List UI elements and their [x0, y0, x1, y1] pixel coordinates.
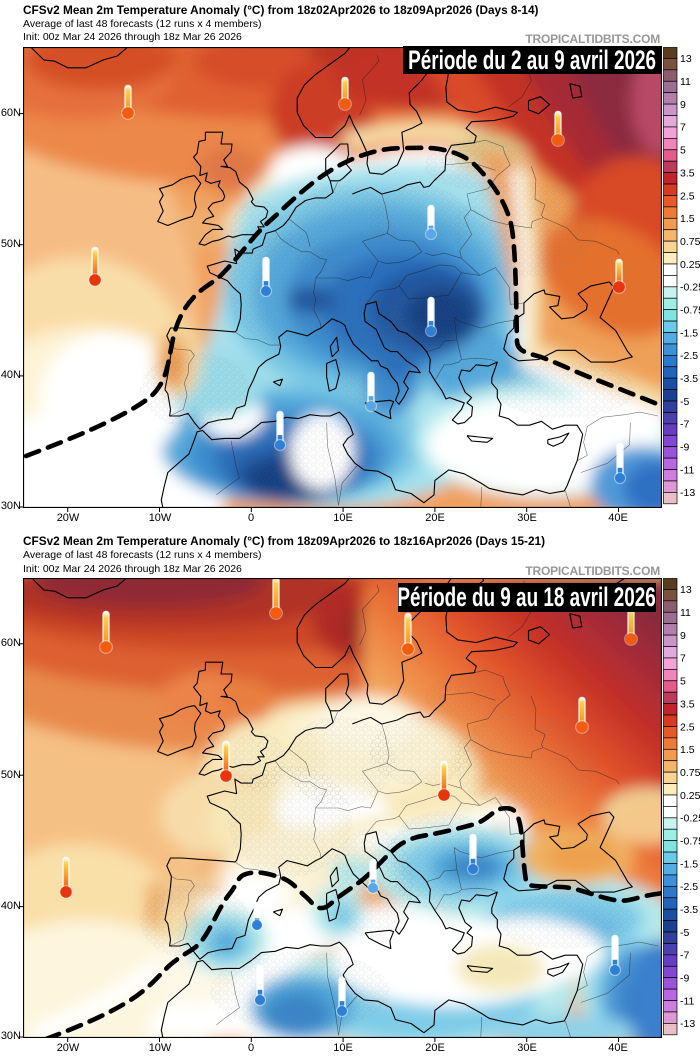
- svg-text:-3.5: -3.5: [680, 904, 698, 916]
- svg-text:2.5: 2.5: [680, 721, 695, 733]
- svg-text:11: 11: [680, 607, 691, 619]
- svg-text:9: 9: [680, 630, 686, 642]
- svg-text:3.5: 3.5: [680, 698, 695, 710]
- svg-text:-9: -9: [680, 973, 689, 985]
- svg-text:3.5: 3.5: [680, 167, 695, 179]
- svg-text:2.5: 2.5: [680, 190, 695, 202]
- svg-text:9: 9: [680, 99, 686, 111]
- svg-text:5: 5: [680, 676, 686, 688]
- svg-text:-13: -13: [680, 1018, 695, 1030]
- svg-text:7: 7: [680, 653, 686, 665]
- svg-text:-0.25: -0.25: [680, 813, 700, 825]
- svg-text:7: 7: [680, 122, 686, 134]
- svg-text:-0.25: -0.25: [680, 282, 700, 294]
- svg-text:-7: -7: [680, 419, 689, 431]
- svg-text:0.25: 0.25: [680, 259, 700, 271]
- svg-text:-7: -7: [680, 950, 689, 962]
- svg-text:13: 13: [680, 53, 692, 65]
- svg-text:-11: -11: [680, 995, 695, 1007]
- svg-text:0.75: 0.75: [680, 767, 700, 779]
- svg-text:-1.5: -1.5: [680, 858, 698, 870]
- svg-text:11: 11: [680, 76, 691, 88]
- svg-text:1.5: 1.5: [680, 744, 695, 756]
- svg-text:-5: -5: [680, 927, 689, 939]
- svg-text:1.5: 1.5: [680, 213, 695, 225]
- svg-text:-2.5: -2.5: [680, 881, 698, 893]
- svg-text:-5: -5: [680, 396, 689, 408]
- svg-text:-2.5: -2.5: [680, 350, 698, 362]
- svg-text:-13: -13: [680, 487, 695, 499]
- svg-text:-11: -11: [680, 464, 695, 476]
- svg-text:-3.5: -3.5: [680, 373, 698, 385]
- svg-text:0.25: 0.25: [680, 790, 700, 802]
- svg-text:0.75: 0.75: [680, 236, 700, 248]
- svg-text:5: 5: [680, 145, 686, 157]
- svg-text:-0.75: -0.75: [680, 305, 700, 317]
- svg-text:-1.5: -1.5: [680, 327, 698, 339]
- svg-text:13: 13: [680, 584, 692, 596]
- svg-text:-0.75: -0.75: [680, 836, 700, 848]
- svg-text:-9: -9: [680, 442, 689, 454]
